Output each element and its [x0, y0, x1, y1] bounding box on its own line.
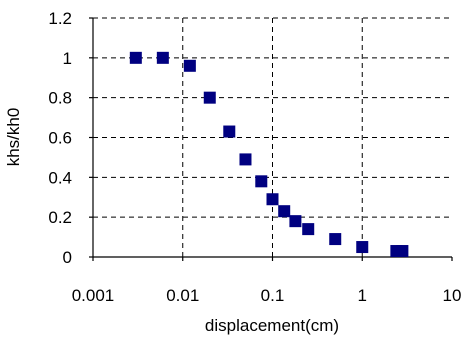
data-point-14 — [396, 245, 409, 258]
tick-labels: 0 0.2 0.4 0.6 0.8 1 1.2 0.001 0.01 0.1 1 10 — [48, 9, 461, 305]
x-tick-label: 0.1 — [261, 286, 285, 305]
data-point-4 — [223, 125, 236, 138]
data-point-5 — [239, 153, 252, 166]
data-point-1 — [156, 51, 169, 64]
plot-axes — [89, 17, 453, 261]
y-tick-label: 1 — [63, 49, 72, 68]
y-tick-label: 0.6 — [48, 129, 72, 148]
data-point-8 — [278, 205, 291, 218]
y-tick-label: 0.8 — [48, 89, 72, 108]
data-point-2 — [183, 59, 196, 72]
grid-lines — [93, 17, 452, 257]
y-tick-label: 0.2 — [48, 208, 72, 227]
x-tick-label: 10 — [443, 286, 462, 305]
y-tick-label: 0 — [63, 248, 72, 267]
data-point-12 — [356, 241, 369, 254]
x-tick-label: 1 — [358, 286, 367, 305]
data-point-7 — [266, 193, 279, 206]
x-tick-label: 0.001 — [72, 286, 115, 305]
data-point-9 — [289, 215, 302, 228]
y-axis-title: khs/kh0 — [4, 108, 23, 167]
y-tick-label: 0.4 — [48, 168, 72, 187]
data-point-3 — [203, 91, 216, 104]
data-point-0 — [129, 51, 142, 64]
x-tick-label: 0.01 — [166, 286, 199, 305]
data-point-10 — [302, 223, 315, 236]
data-point-6 — [255, 175, 268, 188]
x-axis-title: displacement(cm) — [205, 316, 339, 335]
y-tick-label: 1.2 — [48, 9, 72, 28]
data-point-11 — [329, 233, 342, 246]
data-points — [129, 51, 409, 258]
